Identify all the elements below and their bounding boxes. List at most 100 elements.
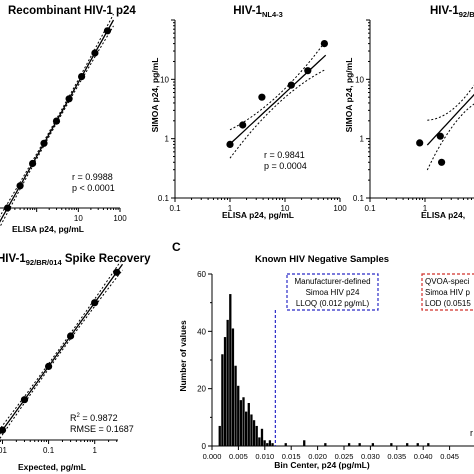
data-point [287, 81, 295, 89]
edge-annotation: r [470, 428, 473, 438]
histogram-bar [239, 400, 243, 446]
y-axis-label: SIMOA p24, pg/mL [150, 58, 160, 133]
histogram-bar [390, 443, 393, 446]
reference-label-line: LLOQ (0.012 pg/mL) [296, 299, 370, 308]
x-tick-label: 0.035 [387, 452, 406, 461]
data-point [436, 132, 444, 140]
histogram-bar [229, 294, 232, 446]
data-point [78, 73, 86, 81]
data-point [52, 117, 61, 125]
data-point [226, 140, 234, 148]
histogram-bar [223, 337, 227, 446]
y-tick-label: 60 [197, 270, 206, 279]
data-point [258, 93, 266, 101]
y-tick-label: 1 [165, 135, 170, 144]
x-tick-label: 0.045 [440, 452, 459, 461]
panel-title: HIV-192/BR/014 Spike Recovery [0, 253, 151, 267]
histogram-bar [266, 443, 269, 446]
ci-lower-line [229, 68, 326, 159]
ci-lower-line [0, 25, 114, 228]
ci-upper-line [427, 84, 474, 121]
panel-recombinant: Recombinant HIV-1 p24 10 100 r = 0.9988 p… [0, 5, 136, 234]
histogram-bar [358, 443, 361, 446]
x-tick-label: 1 [92, 446, 97, 455]
x-tick-label: 0.000 [203, 452, 222, 461]
y-axis-label: Number of values [178, 320, 188, 392]
annotation-r2: R2 = 0.9872 [70, 413, 118, 423]
panel-nl4-3: HIV-1NL4-3 0.1 1 10 100 0.1 1 10 SIMOA p24, pg… [150, 5, 347, 220]
histogram-bar [371, 443, 375, 446]
x-tick-label: 10 [281, 204, 290, 213]
data-point [28, 159, 37, 168]
panel-title: HIV-1NL4-3 [233, 5, 283, 19]
histogram-bar [250, 414, 253, 446]
data-point [65, 95, 73, 103]
reference-label-line: Manufacturer-defined [294, 277, 370, 286]
x-axis-label: ELISA p24, pg/mL [222, 210, 294, 220]
y-tick-label: 10 [160, 75, 169, 84]
y-tick-label: 20 [197, 385, 206, 394]
histogram-bar [406, 443, 409, 446]
y-tick-label: 0.1 [353, 194, 365, 203]
data-point [40, 139, 48, 147]
annotation-p: p = 0.0004 [264, 161, 307, 171]
y-tick-label: 0 [202, 442, 207, 451]
data-point [3, 204, 12, 212]
lloq-reference: Manufacturer-defined Simoa HIV p24 LLOQ (0… [274, 273, 379, 446]
data-point [0, 426, 7, 434]
histogram-bar [245, 411, 248, 446]
histogram-bar [252, 420, 256, 446]
reference-label-line: Simoa HIV p24 [306, 288, 360, 297]
panel-label: C [172, 240, 181, 254]
annotation-r: r = 0.9841 [264, 150, 305, 160]
data-point [320, 40, 328, 48]
panel-spike-recovery: HIV-192/BR/014 Spike Recovery 01 0.1 1 R2 … [0, 253, 151, 472]
y-tick-label: 0.1 [158, 194, 170, 203]
y-axis-label: SIMOA p24, pg/mL [344, 58, 354, 133]
data-point [304, 67, 312, 75]
histogram-bar [218, 425, 221, 446]
histogram-bar [231, 328, 235, 446]
x-tick-label: 0.030 [361, 452, 380, 461]
x-tick-label: 1 [423, 204, 428, 213]
x-axis-label: Expected, pg/mL [18, 462, 86, 472]
y-tick-label: 1 [360, 135, 365, 144]
data-point [416, 139, 424, 147]
data-point [438, 158, 446, 166]
data-point [103, 27, 112, 35]
histogram-bar [271, 443, 274, 446]
histogram-bar [324, 443, 327, 446]
y-tick-label: 10 [355, 75, 364, 84]
panel-title: HIV-192/BR/ [430, 5, 474, 19]
reference-label-line: LOD (0.0515 [425, 299, 471, 308]
ci-upper-line [0, 258, 123, 430]
x-axis-label: ELISA p24, [421, 210, 465, 220]
x-tick-label: 0.020 [308, 452, 327, 461]
lod-reference: QVOA-speci Simoa HIV p LOD (0.0515 [421, 273, 474, 311]
histogram-bar [247, 403, 250, 446]
annotation-rmse: RMSE = 0.1687 [70, 424, 134, 434]
fit-line [0, 263, 124, 435]
panel-title: Known HIV Negative Samples [255, 254, 389, 265]
data-point [91, 299, 99, 307]
histogram-bar [242, 397, 245, 446]
x-tick-label: 100 [113, 214, 127, 223]
reference-label-line: Simoa HIV p [425, 288, 470, 297]
panel-title: Recombinant HIV-1 p24 [8, 5, 136, 17]
histogram-bar [416, 443, 419, 446]
data-point [113, 268, 121, 276]
data-point [67, 332, 75, 340]
annotation-p: p < 0.0001 [72, 183, 115, 193]
x-tick-label: 0.010 [255, 452, 274, 461]
x-tick-label: 0.015 [282, 452, 301, 461]
x-tick-label: 0.040 [414, 452, 433, 461]
histogram-bar [427, 443, 430, 446]
data-point [91, 49, 99, 57]
histogram-bar [234, 365, 237, 446]
data-point [45, 362, 53, 370]
fit-line [426, 93, 474, 146]
histogram-bar [226, 319, 229, 446]
x-axis-label: ELISA p24, pg/mL [12, 224, 84, 234]
data-point [20, 396, 29, 404]
